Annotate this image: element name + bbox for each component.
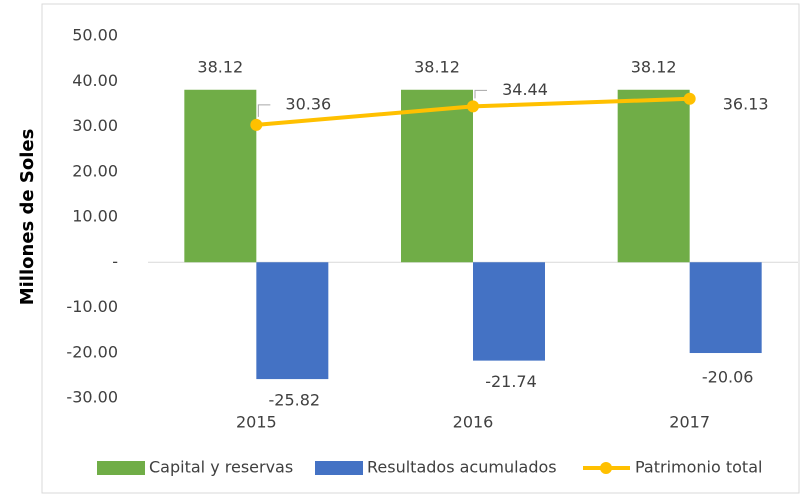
bar <box>689 262 762 354</box>
line-marker <box>467 100 479 113</box>
legend-label: Patrimonio total <box>635 458 762 477</box>
y-tick-label: -10.00 <box>66 297 118 316</box>
x-tick-label: 2016 <box>453 413 494 432</box>
line-marker <box>683 92 696 105</box>
data-label: 30.36 <box>285 94 331 113</box>
bar <box>617 89 690 263</box>
y-tick-label: 10.00 <box>72 207 118 226</box>
legend-label: Resultados acumulados <box>367 458 557 477</box>
data-label: -25.82 <box>269 391 321 410</box>
data-label: -21.74 <box>485 372 537 391</box>
legend-label: Capital y reservas <box>149 458 293 477</box>
y-tick-label: 40.00 <box>72 71 118 90</box>
legend-swatch <box>315 461 363 475</box>
y-tick-label: 30.00 <box>72 116 118 135</box>
legend-swatch <box>97 461 145 475</box>
bar <box>184 89 257 263</box>
x-tick-label: 2015 <box>236 413 277 432</box>
y-tick-label: 50.00 <box>72 26 118 45</box>
data-label: 36.13 <box>723 94 769 113</box>
data-label: 38.12 <box>197 58 243 77</box>
legend-swatch <box>600 462 612 474</box>
data-label: 34.44 <box>502 80 548 99</box>
data-label: 38.12 <box>631 58 677 77</box>
y-tick-label: -20.00 <box>66 342 118 361</box>
leader-line <box>474 89 487 99</box>
x-tick-label: 2017 <box>669 413 710 432</box>
leader-line <box>257 104 271 117</box>
line-marker <box>250 118 263 131</box>
bar <box>256 262 329 380</box>
y-tick-label: - <box>112 252 118 271</box>
y-tick-label: -30.00 <box>66 388 118 407</box>
bar <box>473 262 545 361</box>
bar <box>401 89 473 263</box>
y-tick-label: 20.00 <box>72 161 118 180</box>
data-label: 38.12 <box>414 58 460 77</box>
y-axis-title: Millones de Soles <box>17 129 38 306</box>
data-label: -20.06 <box>702 368 754 387</box>
